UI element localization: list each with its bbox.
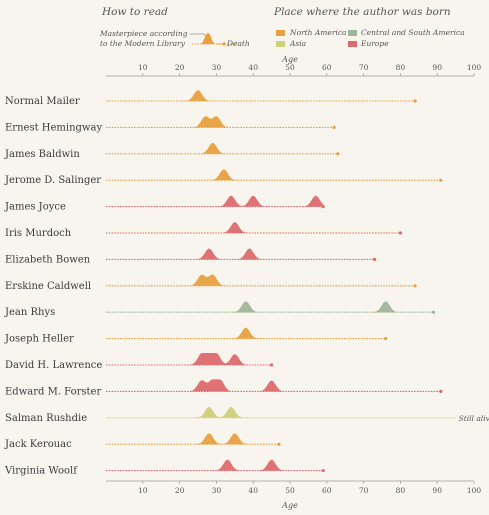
x-tick-label-top: 100 xyxy=(467,63,482,72)
how-to-read-sample-icon xyxy=(190,33,238,46)
region-swatch-central-south-america xyxy=(348,30,357,36)
death-marker xyxy=(439,178,443,182)
death-marker xyxy=(398,231,402,235)
region-label-central-south-america: Central and South America xyxy=(361,28,465,37)
masterpiece-peaks xyxy=(106,116,335,128)
x-tick-label-bottom: 70 xyxy=(359,486,369,495)
x-tick-label-bottom: 10 xyxy=(138,486,148,495)
author-name: Ernest Hemingway xyxy=(5,122,102,133)
how-to-read-masterpiece-label-line2: to the Modern Library xyxy=(100,39,185,48)
author-name: Normal Mailer xyxy=(5,96,80,107)
region-swatch-europe xyxy=(348,41,357,47)
how-to-read-masterpiece-label: Masterpiece according xyxy=(100,29,188,38)
x-tick-label-bottom: 40 xyxy=(248,486,258,495)
masterpiece-peaks xyxy=(106,327,386,339)
region-legend-title: Place where the author was born xyxy=(274,6,451,18)
region-swatch-north-america xyxy=(276,30,285,36)
region-label-europe: Europe xyxy=(361,39,389,48)
masterpiece-peaks xyxy=(106,301,434,313)
x-tick-label-bottom: 90 xyxy=(432,486,442,495)
author-name: James Baldwin xyxy=(4,149,80,160)
x-tick-label-top: 40 xyxy=(248,63,258,72)
death-marker xyxy=(277,442,281,446)
still-alive-label: Still alive xyxy=(459,414,489,423)
masterpiece-peaks xyxy=(106,406,456,418)
author-name: Erskine Caldwell xyxy=(5,281,91,292)
x-tick-label-top: 10 xyxy=(138,63,148,72)
x-tick-label-top: 60 xyxy=(322,63,332,72)
death-marker xyxy=(270,363,274,367)
author-name: Virginia Woolf xyxy=(4,466,78,477)
masterpiece-peaks xyxy=(106,222,401,233)
author-name: Iris Murdoch xyxy=(5,228,72,239)
x-tick-label-top: 90 xyxy=(432,63,442,72)
x-tick-label-bottom: 20 xyxy=(175,486,185,495)
x-tick-label-bottom: 100 xyxy=(467,486,482,495)
author-name: Jean Rhys xyxy=(4,307,55,318)
x-axis-title-bottom: Age xyxy=(281,501,298,510)
masterpiece-peaks xyxy=(106,169,441,181)
author-name: Jack Kerouac xyxy=(4,439,72,450)
x-tick-label-bottom: 50 xyxy=(285,486,295,495)
masterpiece-peaks xyxy=(106,90,416,101)
death-marker xyxy=(321,205,325,209)
death-marker xyxy=(373,257,377,261)
region-swatch-asia xyxy=(276,41,285,47)
masterpiece-peaks xyxy=(106,142,338,154)
death-marker xyxy=(384,337,388,341)
x-tick-label-top: 80 xyxy=(396,63,406,72)
death-marker xyxy=(413,99,417,103)
author-name: Elizabeth Bowen xyxy=(5,254,91,265)
x-tick-label-bottom: 30 xyxy=(212,486,222,495)
death-marker xyxy=(321,469,325,473)
x-tick-label-top: 30 xyxy=(212,63,222,72)
masterpiece-peaks xyxy=(106,433,279,445)
author-name: Joseph Heller xyxy=(4,334,74,345)
x-tick-label-top: 70 xyxy=(359,63,369,72)
author-name: James Joyce xyxy=(4,202,66,213)
death-marker xyxy=(439,389,443,393)
x-tick-label-bottom: 80 xyxy=(396,486,406,495)
death-marker xyxy=(413,284,417,288)
masterpiece-peaks xyxy=(106,274,416,286)
how-to-read-title: How to read xyxy=(102,6,168,18)
author-name: David H. Lawrence xyxy=(5,360,102,371)
masterpiece-peaks xyxy=(106,248,375,260)
x-tick-label-bottom: 60 xyxy=(322,486,332,495)
death-marker xyxy=(336,152,340,156)
x-tick-label-top: 50 xyxy=(285,63,295,72)
region-label-north-america: North America xyxy=(290,28,347,37)
author-name: Jerome D. Salinger xyxy=(4,175,101,186)
x-axis-title-top: Age xyxy=(281,55,298,64)
author-name: Edward M. Forster xyxy=(5,386,101,397)
masterpiece-peaks xyxy=(106,195,324,207)
masterpiece-peaks xyxy=(106,353,272,365)
masterpiece-peaks xyxy=(106,379,441,392)
x-tick-label-top: 20 xyxy=(175,63,185,72)
region-label-asia: Asia xyxy=(290,39,307,48)
masterpiece-peaks xyxy=(106,459,324,471)
how-to-read-death-label: Death xyxy=(227,39,250,48)
death-marker xyxy=(431,310,436,314)
author-name: Salman Rushdie xyxy=(5,413,87,424)
death-marker xyxy=(332,125,336,129)
